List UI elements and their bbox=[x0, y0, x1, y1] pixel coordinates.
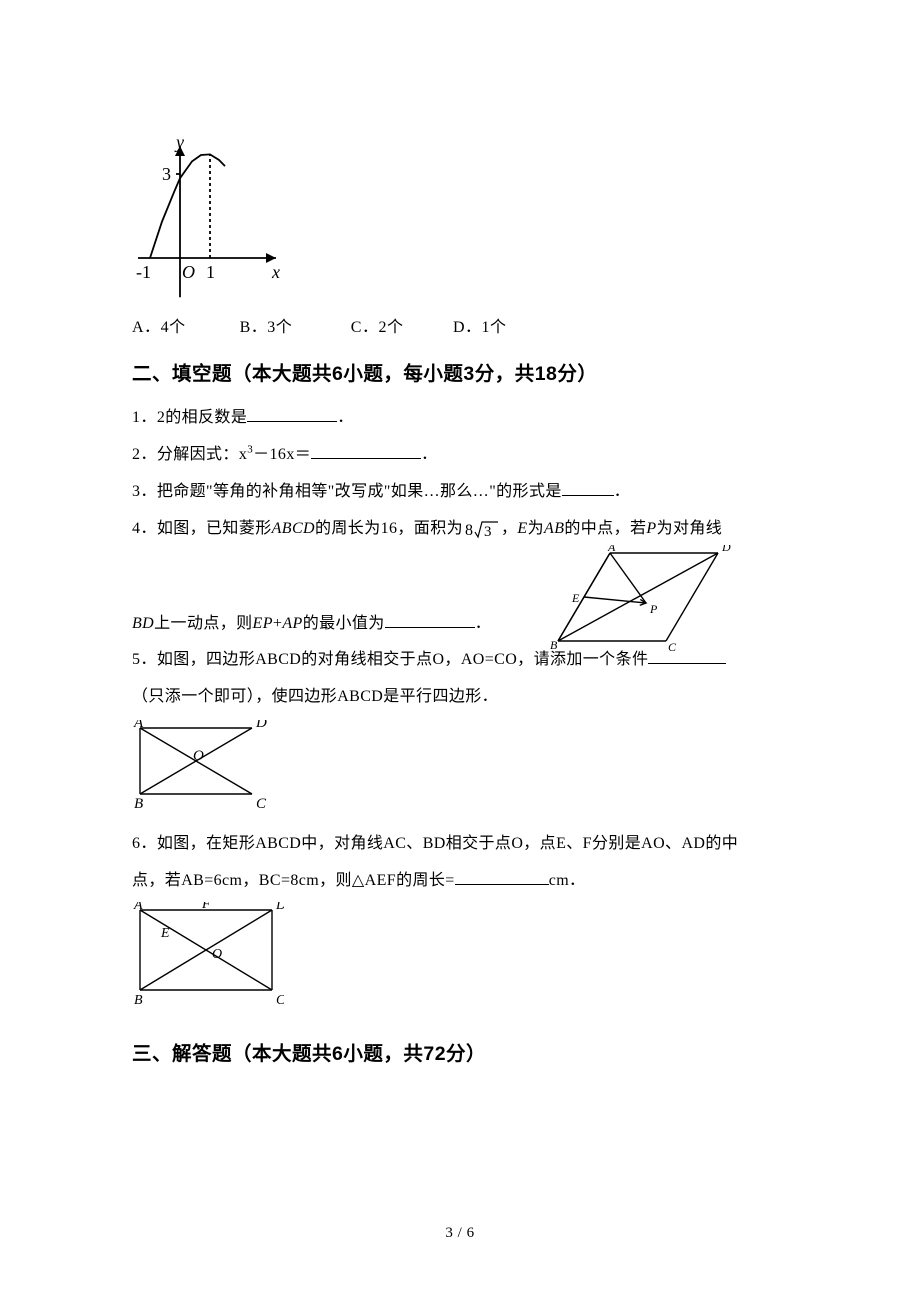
svg-text:E: E bbox=[160, 926, 170, 941]
q2-post: ． bbox=[421, 446, 437, 463]
page-footer: 3 / 6 bbox=[0, 1225, 920, 1242]
svg-text:A: A bbox=[607, 545, 616, 554]
q2-mid: －16x＝ bbox=[253, 446, 311, 463]
svg-text:C: C bbox=[668, 640, 677, 653]
svg-text:C: C bbox=[256, 796, 267, 812]
rectangle-figure: A F D B C O E bbox=[132, 902, 284, 1006]
rhombus-figure: A D B C E P bbox=[550, 545, 732, 653]
svg-text:B: B bbox=[550, 638, 558, 652]
q3-post: ． bbox=[614, 483, 630, 500]
fill-q6-line1: 6．如图，在矩形ABCD中，对角线AC、BD相交于点O，点E、F分别是AO、AD… bbox=[132, 826, 792, 863]
opt-a: A．4个 bbox=[132, 319, 186, 336]
section-2-title: 二、填空题（本大题共6小题，每小题3分，共18分） bbox=[132, 357, 792, 386]
fill-q3: 3．把命题"等角的补角相等"改写成"如果…那么…"的形式是 ． bbox=[132, 474, 792, 511]
q1-pre: 2的相反数是 bbox=[157, 409, 247, 426]
fill-q5-line2: （只添一个即可），使四边形ABCD是平行四边形． bbox=[132, 679, 792, 716]
fill-q6-line2: 点，若AB=6cm，BC=8cm，则△AEF的周长=cm． bbox=[132, 863, 792, 900]
svg-text:O: O bbox=[193, 748, 204, 764]
q3-num: 3． bbox=[132, 483, 157, 500]
svg-text:8: 8 bbox=[465, 522, 473, 539]
section-3-title: 三、解答题（本大题共6小题，共72分） bbox=[132, 1037, 792, 1066]
svg-text:O: O bbox=[182, 262, 195, 282]
fill-q4-wrap: 4．如图，已知菱形ABCD的周长为16，面积为 8 3 ，E为AB的中点，若P为… bbox=[132, 511, 792, 643]
parabola-svg: x y3 1 -1 O bbox=[132, 110, 302, 305]
fill-q2: 2．分解因式：x3－16x＝． bbox=[132, 437, 792, 474]
q4-blank bbox=[385, 611, 475, 628]
svg-text:A: A bbox=[133, 902, 143, 913]
parallelogram-figure: A D B C O bbox=[132, 720, 272, 815]
q2-num: 2． bbox=[132, 446, 157, 463]
q1-blank bbox=[247, 405, 337, 422]
q5-num: 5． bbox=[132, 651, 157, 668]
svg-text:D: D bbox=[275, 902, 284, 913]
sqrt-icon: 8 3 bbox=[465, 518, 499, 540]
svg-text:D: D bbox=[721, 545, 731, 554]
svg-text:3: 3 bbox=[162, 164, 171, 184]
svg-text:B: B bbox=[134, 993, 143, 1006]
svg-text:-1: -1 bbox=[136, 262, 151, 282]
opt-d: D．1个 bbox=[453, 319, 507, 336]
svg-text:D: D bbox=[255, 720, 267, 731]
svg-text:B: B bbox=[134, 796, 143, 812]
q6-blank bbox=[455, 868, 549, 885]
page: xy31-1O A．4个 B．3个 C．2个 D．1个 二、填空题（本大题共6小… bbox=[0, 0, 920, 1302]
fill-q4-line1: 4．如图，已知菱形ABCD的周长为16，面积为 8 3 ，E为AB的中点，若P为… bbox=[132, 511, 792, 548]
svg-text:3: 3 bbox=[484, 524, 492, 540]
svg-text:F: F bbox=[201, 902, 211, 912]
q2-blank bbox=[311, 442, 421, 459]
svg-text:E: E bbox=[571, 591, 580, 605]
mc-options-row: A．4个 B．3个 C．2个 D．1个 bbox=[132, 313, 792, 343]
q1-num: 1． bbox=[132, 409, 157, 426]
svg-text:O: O bbox=[212, 947, 222, 962]
opt-b: B．3个 bbox=[240, 319, 293, 336]
q6-num: 6． bbox=[132, 835, 157, 852]
fill-q1: 1．2的相反数是 ． bbox=[132, 400, 792, 437]
q3-pre: 把命题"等角的补角相等"改写成"如果…那么…"的形式是 bbox=[157, 483, 562, 500]
question-graph: x y3 1 -1 O bbox=[132, 110, 792, 305]
svg-text:A: A bbox=[133, 720, 144, 731]
q1-post: ． bbox=[337, 409, 353, 426]
svg-text:C: C bbox=[276, 993, 284, 1006]
svg-text:y: y bbox=[174, 132, 184, 152]
svg-text:P: P bbox=[649, 602, 658, 616]
svg-text:x: x bbox=[271, 262, 280, 282]
opt-c: C．2个 bbox=[351, 319, 404, 336]
q4-num: 4． bbox=[132, 520, 157, 537]
q2-pre: 分解因式：x bbox=[157, 446, 247, 463]
svg-text:1: 1 bbox=[206, 262, 215, 282]
q3-blank bbox=[562, 479, 614, 496]
